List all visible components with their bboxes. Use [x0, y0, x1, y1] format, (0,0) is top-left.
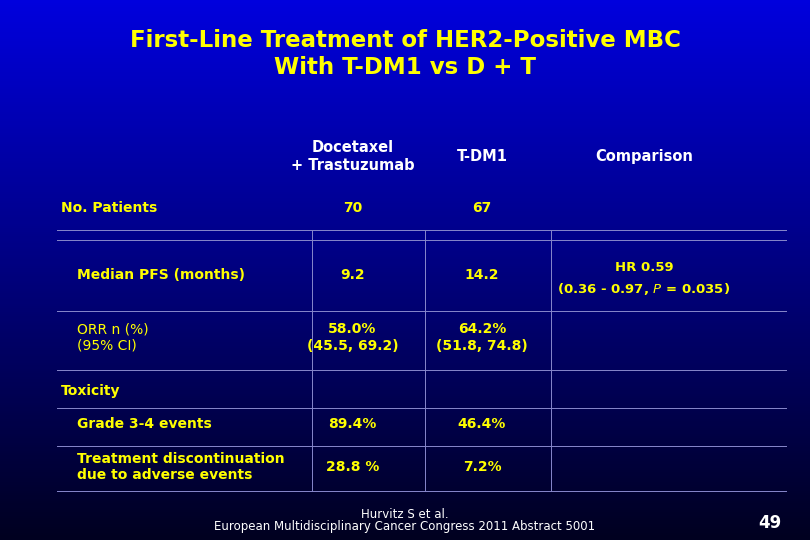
Text: T-DM1: T-DM1: [457, 149, 507, 164]
Text: 9.2: 9.2: [340, 268, 364, 282]
Text: No. Patients: No. Patients: [61, 201, 157, 215]
Text: Comparison: Comparison: [595, 149, 693, 164]
Text: 49: 49: [758, 514, 782, 532]
Text: Grade 3-4 events: Grade 3-4 events: [77, 417, 211, 431]
Text: Treatment discontinuation
due to adverse events: Treatment discontinuation due to adverse…: [77, 452, 284, 482]
Text: 7.2%: 7.2%: [463, 460, 501, 474]
Text: European Multidisciplinary Cancer Congress 2011 Abstract 5001: European Multidisciplinary Cancer Congre…: [215, 520, 595, 533]
Text: Median PFS (months): Median PFS (months): [77, 268, 245, 282]
Text: 46.4%: 46.4%: [458, 417, 506, 431]
Text: With T-DM1 vs D + T: With T-DM1 vs D + T: [274, 56, 536, 79]
Text: 89.4%: 89.4%: [328, 417, 377, 431]
Text: ORR n (%)
(95% CI): ORR n (%) (95% CI): [77, 322, 148, 353]
Text: 58.0%
(45.5, 69.2): 58.0% (45.5, 69.2): [306, 322, 399, 353]
Text: Hurvitz S et al.: Hurvitz S et al.: [361, 508, 449, 521]
Text: HR 0.59: HR 0.59: [615, 261, 673, 274]
Text: 28.8 %: 28.8 %: [326, 460, 379, 474]
Text: Docetaxel
+ Trastuzumab: Docetaxel + Trastuzumab: [291, 140, 414, 173]
Text: 70: 70: [343, 201, 362, 215]
Text: 67: 67: [472, 201, 492, 215]
Text: Toxicity: Toxicity: [61, 384, 120, 399]
Text: (0.36 - 0.97, $\it{P}$ = 0.035): (0.36 - 0.97, $\it{P}$ = 0.035): [557, 281, 731, 297]
Text: 14.2: 14.2: [465, 268, 499, 282]
Text: 64.2%
(51.8, 74.8): 64.2% (51.8, 74.8): [436, 322, 528, 353]
Text: First-Line Treatment of HER2-Positive MBC: First-Line Treatment of HER2-Positive MB…: [130, 29, 680, 52]
